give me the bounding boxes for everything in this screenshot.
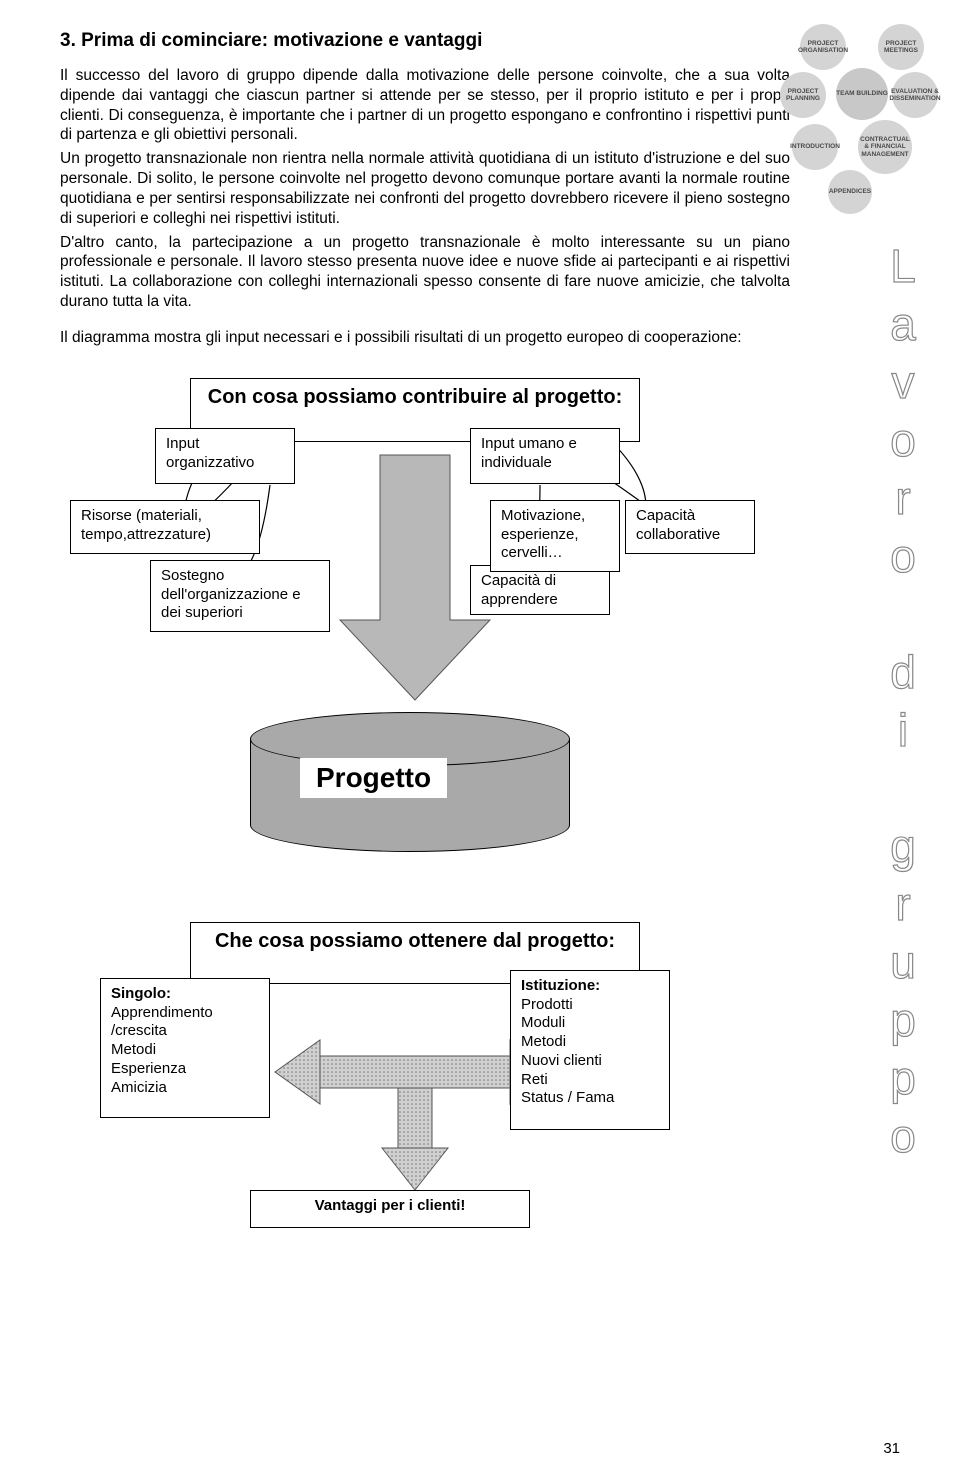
vertical-section-title: Lavoro di gruppo (876, 240, 930, 1168)
institution-body: Prodotti Moduli Metodi Nuovi clienti Ret… (521, 996, 659, 1109)
bottom-title-text: Che cosa possiamo ottenere dal progetto: (201, 929, 629, 954)
resources-label: Risorse (materiali, tempo,attrezzature) (81, 507, 211, 543)
nav-circle: PROJECT ORGANISATION (800, 24, 846, 70)
single-body: Apprendimento /crescita Metodi Esperienz… (111, 1004, 259, 1098)
clients-label: Vantaggi per i clienti! (315, 1197, 466, 1214)
collab-box: Capacità collaborative (625, 500, 755, 554)
support-label: Sostegno dell'organizzazione e dei super… (161, 567, 301, 622)
input-human-label: Input umano e individuale (481, 435, 577, 471)
section-heading: 3. Prima di cominciare: motivazione e va… (60, 30, 900, 52)
input-org-box: Input organizzativo (155, 428, 295, 484)
learn-box: Capacità di apprendere (470, 565, 610, 615)
diagram-intro: Il diagramma mostra gli input necessari … (60, 328, 790, 348)
support-box: Sostegno dell'organizzazione e dei super… (150, 560, 330, 632)
learn-label: Capacità di apprendere (481, 572, 558, 608)
nav-circle: EVALUATION & DISSEMINATION (892, 72, 938, 118)
input-human-box: Input umano e individuale (470, 428, 620, 484)
institution-title: Istituzione: (521, 977, 659, 996)
flow-diagram: Con cosa possiamo contribuire al progett… (70, 370, 810, 1270)
page-number: 31 (883, 1440, 900, 1457)
project-label: Progetto (300, 758, 447, 798)
paragraph: Il successo del lavoro di gruppo dipende… (60, 66, 790, 145)
nav-circle: CONTRACTUAL & FINANCIAL MANAGEMENT (858, 120, 912, 174)
nav-circle: PROJECT PLANNING (780, 72, 826, 118)
nav-circle: PROJECT MEETINGS (878, 24, 924, 70)
nav-circle: TEAM BUILDING (836, 68, 888, 120)
input-org-label: Input organizzativo (166, 435, 254, 471)
paragraph: Un progetto transnazionale non rientra n… (60, 149, 790, 228)
top-title-text: Con cosa possiamo contribuire al progett… (201, 385, 629, 410)
institution-box: Istituzione: Prodotti Moduli Metodi Nuov… (510, 970, 670, 1130)
collab-label: Capacità collaborative (636, 507, 720, 543)
single-box: Singolo: Apprendimento /crescita Metodi … (100, 978, 270, 1118)
resources-box: Risorse (materiali, tempo,attrezzature) (70, 500, 260, 554)
clients-box: Vantaggi per i clienti! (250, 1190, 530, 1228)
motivation-label: Motivazione, esperienze, cervelli… (501, 507, 585, 562)
body-paragraphs: Il successo del lavoro di gruppo dipende… (60, 66, 790, 312)
paragraph: D'altro canto, la partecipazione a un pr… (60, 233, 790, 312)
project-cylinder: Progetto (250, 712, 570, 852)
single-title: Singolo: (111, 985, 259, 1004)
nav-circle: APPENDICES (828, 170, 872, 214)
nav-circle: INTRODUCTION (792, 124, 838, 170)
motivation-box: Motivazione, esperienze, cervelli… (490, 500, 620, 572)
